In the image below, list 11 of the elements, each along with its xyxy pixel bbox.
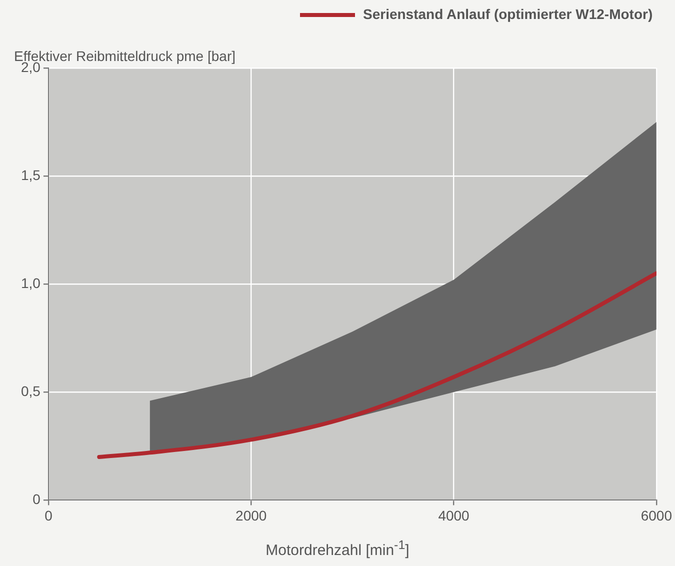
line-series — [97, 271, 656, 459]
x-tick-label: 4000 — [438, 507, 470, 524]
y-tick-label: 1,0 — [20, 274, 41, 291]
x-tick-label: 6000 — [640, 507, 672, 524]
y-tick-label: 0 — [32, 491, 41, 508]
x-tick-label: 0 — [44, 507, 53, 524]
x-tick-label: 2000 — [236, 507, 267, 524]
y-tick-label: 1,5 — [20, 166, 41, 183]
legend-label: Serienstand Anlauf (optimierter W12-Motor) — [363, 6, 653, 22]
y-tick-label: 0,5 — [20, 383, 41, 400]
x-axis-title: Motordrehzahl [min$^{-1}$] — [264, 538, 410, 559]
